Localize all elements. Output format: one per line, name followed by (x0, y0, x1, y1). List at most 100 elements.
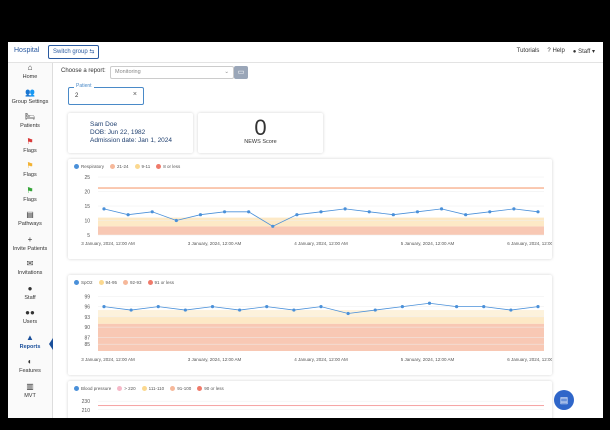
data-point[interactable] (319, 210, 323, 214)
data-point[interactable] (464, 213, 468, 217)
bar-chart-icon: ▥ (26, 381, 34, 391)
tutorials-link[interactable]: Tutorials (516, 48, 540, 54)
brand: Hospital (14, 47, 40, 54)
main-content: Choose a report: Monitoring ⌄ ▭ Patient 2… (58, 63, 603, 418)
pathway-icon: ▤ (26, 210, 34, 219)
data-point[interactable] (512, 207, 516, 211)
data-point[interactable] (183, 308, 187, 312)
data-point[interactable] (102, 305, 106, 309)
legend-entry[interactable]: 91-100 (170, 386, 191, 391)
data-point[interactable] (488, 210, 492, 214)
data-point[interactable] (455, 305, 459, 309)
data-point[interactable] (509, 308, 513, 312)
report-select[interactable]: Monitoring ⌄ (110, 66, 234, 79)
sidebar-item-label: Patients (20, 123, 40, 129)
data-point[interactable] (222, 210, 227, 214)
legend-dot (98, 280, 104, 285)
sidebar-item-label: Reports (19, 343, 41, 350)
sidebar-item-flags[interactable]: ⚑ Flags (8, 161, 52, 186)
data-point[interactable] (536, 305, 540, 309)
patient-info-card: Sam Doe DOB: Jun 22, 1982 Admission date… (68, 113, 193, 153)
data-point[interactable] (174, 218, 178, 223)
sidebar-item-features[interactable]: ◐ Features (8, 357, 52, 382)
news-score-label: NEWS Score (244, 139, 277, 145)
data-point[interactable] (373, 308, 377, 312)
patient-field[interactable]: Patient 2 × (68, 83, 144, 105)
user-menu[interactable]: ● Staff ▾ (572, 49, 595, 55)
users-icon: ●● (25, 308, 35, 317)
y-tick-label: 15 (84, 204, 90, 210)
spo2-legend: SpO2 94-95 92-93 91 or less (74, 280, 174, 285)
data-point[interactable] (126, 213, 130, 217)
legend-entry[interactable]: > 220 (117, 386, 136, 391)
clear-icon[interactable]: × (132, 91, 137, 98)
threshold-band (98, 187, 544, 189)
patient-admission: Admission date: Jan 1, 2024 (90, 137, 173, 144)
legend-entry[interactable]: Respiratory (74, 164, 104, 169)
sidebar-item-invitations[interactable]: ✉ Invitations (8, 259, 52, 284)
sidebar-item-pathways[interactable]: ▤ Pathways (8, 210, 52, 235)
help-link[interactable]: ? Help (547, 48, 565, 54)
sidebar-item-home[interactable]: ⌂ Home (8, 63, 52, 88)
data-point[interactable] (536, 210, 540, 214)
data-point[interactable] (247, 210, 251, 214)
data-point[interactable] (343, 207, 347, 211)
sidebar-item-mvt[interactable]: ▥ MVT (8, 382, 52, 407)
data-point[interactable] (346, 311, 350, 316)
legend-entry[interactable]: 9-11 (134, 164, 150, 169)
y-tick-label: 90 (84, 325, 90, 331)
y-tick-label: 87 (84, 335, 90, 341)
sidebar-item-staff[interactable]: ● Staff (8, 284, 52, 309)
switch-group-button[interactable]: Switch group ⇆ (48, 45, 100, 59)
data-point[interactable] (367, 210, 371, 214)
legend-entry[interactable]: 21-24 (110, 164, 129, 169)
threshold-band (98, 316, 544, 324)
data-point[interactable] (150, 210, 154, 214)
data-point[interactable] (295, 213, 299, 217)
legend-entry[interactable]: SpO2 (74, 280, 93, 285)
sidebar-item-invite-patients[interactable]: + Invite Patients (8, 235, 52, 260)
data-point[interactable] (271, 224, 275, 228)
data-point[interactable] (238, 308, 242, 312)
legend-entry[interactable]: 94-95 (98, 280, 117, 285)
legend-entry[interactable]: 90 or less (197, 386, 224, 391)
data-point[interactable] (198, 213, 203, 217)
chat-button[interactable]: ▤ (554, 390, 574, 410)
y-tick-label: 210 (82, 408, 91, 414)
sidebar-item-label: Pathways (18, 221, 42, 227)
choose-report-label: Choose a report: (61, 68, 106, 74)
data-point[interactable] (129, 308, 133, 312)
data-point[interactable] (427, 301, 432, 305)
data-point[interactable] (292, 308, 296, 312)
sidebar-item-reports[interactable]: ▲ Reports (8, 333, 53, 358)
legend-entry[interactable]: 92-93 (123, 280, 142, 285)
sidebar-item-patients[interactable]: 🛏 Patients (8, 112, 52, 137)
legend-dot (141, 386, 147, 391)
staff-icon: ● (27, 283, 33, 293)
x-tick-label: 3 January, 2024, 12:00 AM (188, 357, 242, 362)
data-point[interactable] (265, 305, 269, 309)
legend-entry[interactable]: 91 or less (147, 280, 174, 285)
sidebar-item-group-settings[interactable]: 👥 Group Settings (8, 88, 52, 113)
data-point[interactable] (156, 305, 160, 309)
legend-entry[interactable]: Blood pressure (74, 386, 111, 391)
data-point[interactable] (400, 305, 404, 309)
sidebar-item-users[interactable]: ●● Users (8, 308, 52, 333)
sidebar-item-flags[interactable]: ⚑ Flags (8, 186, 52, 211)
y-tick-label: 5 (87, 233, 90, 239)
y-tick-label: 85 (84, 342, 90, 348)
chevron-down-icon: ⌄ (224, 69, 229, 75)
data-point[interactable] (319, 305, 323, 309)
data-point[interactable] (439, 207, 444, 211)
legend-entry[interactable]: 111-110 (141, 386, 164, 391)
data-point[interactable] (391, 213, 395, 217)
print-button[interactable]: ▭ (234, 66, 248, 79)
data-point[interactable] (482, 305, 486, 309)
data-point[interactable] (102, 207, 106, 211)
legend-entry[interactable]: 8 or less (156, 164, 180, 169)
sidebar-item-label: Invite Patients (12, 245, 48, 252)
data-point[interactable] (415, 210, 420, 214)
sidebar-item-flags[interactable]: ⚑ Flags (8, 137, 52, 162)
data-point[interactable] (210, 305, 215, 309)
